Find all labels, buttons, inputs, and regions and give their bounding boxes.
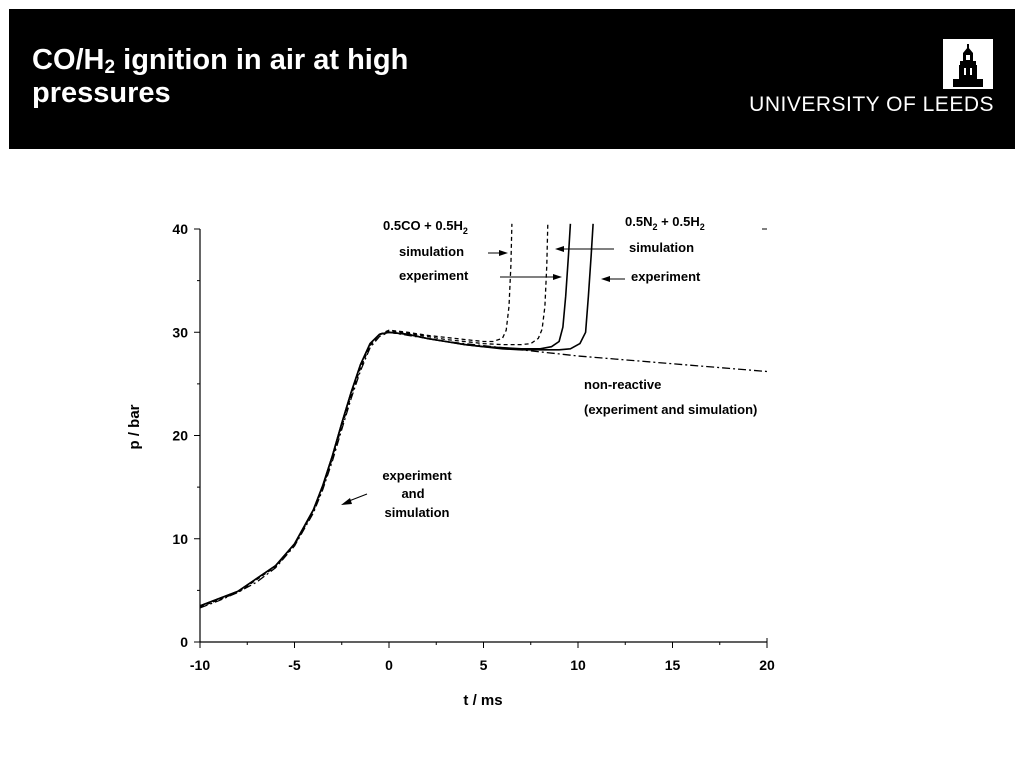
title-prefix: CO/H (32, 44, 105, 76)
nonreactive-label: non-reactive (584, 377, 661, 392)
slide-title: CO/H2 ignition in air at high pressures (32, 44, 408, 110)
slide-header (9, 9, 1015, 149)
x-tick-label: 5 (480, 657, 488, 673)
n2-simulation-label: simulation (629, 240, 694, 255)
title-suffix: ignition in air at high (115, 44, 409, 76)
chart-axes: -10 -5 0 5 10 15 20 0 10 20 30 40 (172, 221, 775, 673)
y-tick-label: 30 (172, 324, 188, 340)
n2-simulation-arrowhead-icon (555, 246, 564, 252)
compression-arrow (348, 493, 368, 502)
chart-axis-labels: t / ms p / bar (126, 404, 503, 709)
compression-label-2: and (401, 486, 424, 501)
n2-mixture-prefix: 0.5N (625, 214, 652, 229)
x-tick-label: 0 (385, 657, 393, 673)
co-mixture-sub: 2 (463, 226, 468, 236)
x-tick-label: 15 (665, 657, 681, 673)
n2-mixture-sub2: 2 (700, 222, 705, 232)
y-tick-label: 40 (172, 221, 188, 237)
co-simulation-label: simulation (399, 244, 464, 259)
compression-label-1: experiment (382, 468, 452, 483)
title-subscript: 2 (104, 57, 116, 78)
compression-arrowhead-icon (341, 498, 352, 505)
y-tick-label: 10 (172, 531, 188, 547)
chart-annotations: 0.5CO + 0.5H2 simulation experiment 0.5N… (382, 214, 757, 520)
co-experiment-arrowhead-icon (553, 274, 562, 280)
y-tick-label: 0 (180, 634, 188, 650)
y-axis-label: p / bar (126, 404, 143, 449)
series-line-4 (199, 223, 572, 607)
co-mixture-prefix: 0.5CO + 0.5H (383, 218, 463, 233)
co-experiment-label: experiment (399, 268, 469, 283)
university-logo (943, 39, 993, 89)
chart-series (199, 223, 768, 609)
n2-mixture-label: 0.5N2 + 0.5H2 (625, 214, 705, 232)
y-tick-label: 20 (172, 428, 188, 444)
co-simulation-arrowhead-icon (499, 250, 508, 256)
n2-experiment-arrowhead-icon (601, 276, 610, 282)
university-name: UNIVERSITY OF LEEDS (749, 93, 994, 116)
annotation-arrows (341, 246, 625, 505)
series-line-3 (199, 223, 549, 608)
n2-mixture-sub1: 2 (652, 222, 657, 232)
x-tick-label: 10 (570, 657, 586, 673)
series-line-1 (199, 331, 768, 609)
x-axis-label: t / ms (463, 692, 502, 709)
x-tick-label: 20 (759, 657, 775, 673)
n2-experiment-label: experiment (631, 269, 701, 284)
n2-mixture-mid: + 0.5H (657, 214, 699, 229)
x-tick-label: -5 (288, 657, 301, 673)
tower-logo-icon (943, 39, 993, 89)
title-line2: pressures (32, 77, 171, 109)
nonreactive-detail-label: (experiment and simulation) (584, 402, 757, 417)
compression-label-3: simulation (384, 505, 449, 520)
co-mixture-label: 0.5CO + 0.5H2 (383, 218, 468, 236)
x-tick-label: -10 (190, 657, 210, 673)
series-line-5 (199, 223, 594, 607)
